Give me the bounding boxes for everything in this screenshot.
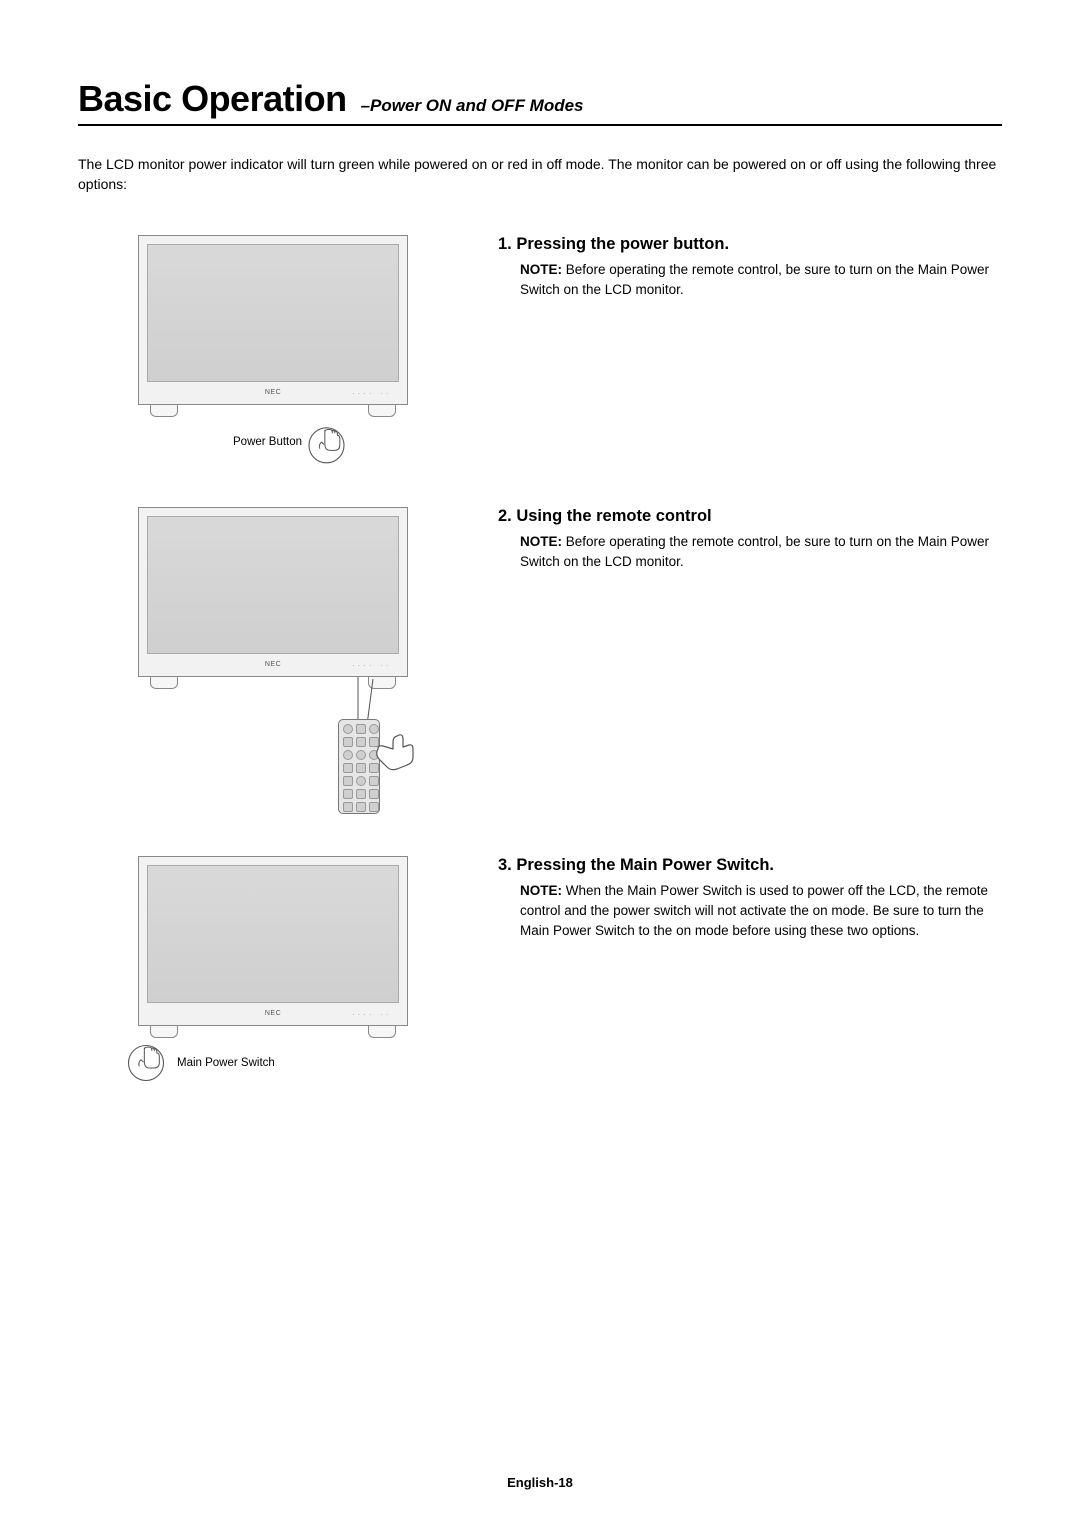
monitor-illustration: NEC · · · · · ·	[138, 507, 408, 677]
monitor-button-dots: · · · · · ·	[352, 663, 389, 669]
content-grid: NEC · · · · · · Power Button	[78, 235, 1002, 1088]
hand-icon	[373, 729, 433, 784]
monitor-illustration: NEC · · · · · ·	[138, 856, 408, 1026]
section-2-text: 2. Using the remote control NOTE: Before…	[498, 507, 1002, 573]
stand-left	[150, 405, 178, 417]
page-title-sub: –Power ON and OFF Modes	[361, 96, 584, 116]
note-label: NOTE:	[520, 534, 562, 549]
figure-1-caption: Power Button	[233, 436, 302, 448]
hand-icon	[125, 1038, 167, 1088]
page-title-main: Basic Operation	[78, 78, 347, 120]
intro-paragraph: The LCD monitor power indicator will tur…	[78, 154, 1002, 195]
monitor-screen	[147, 244, 399, 382]
page-title-row: Basic Operation –Power ON and OFF Modes	[78, 78, 1002, 120]
monitor-brand-label: NEC	[265, 1010, 281, 1017]
note-text: Before operating the remote control, be …	[520, 262, 989, 297]
section-3-note: NOTE: When the Main Power Switch is used…	[498, 881, 1002, 942]
stand-left	[150, 677, 178, 689]
section-3-text: 3. Pressing the Main Power Switch. NOTE:…	[498, 856, 1002, 942]
section-1-text: 1. Pressing the power button. NOTE: Befo…	[498, 235, 1002, 301]
monitor-brand-label: NEC	[265, 661, 281, 668]
monitor-screen	[147, 516, 399, 654]
stand-right	[368, 1026, 396, 1038]
figure-3: NEC · · · · · · Main Power Switch	[78, 856, 468, 1088]
section-2-note: NOTE: Before operating the remote contro…	[498, 532, 1002, 573]
section-2-heading: 2. Using the remote control	[498, 507, 1002, 526]
figure-1-annotation: Power Button	[123, 419, 423, 467]
figure-1: NEC · · · · · · Power Button	[78, 235, 468, 467]
note-text: When the Main Power Switch is used to po…	[520, 883, 988, 939]
figure-2: NEC · · · · · ·	[78, 507, 468, 816]
title-rule	[78, 124, 1002, 126]
note-label: NOTE:	[520, 883, 562, 898]
section-1-note: NOTE: Before operating the remote contro…	[498, 260, 1002, 301]
monitor-button-dots: · · · · · ·	[352, 1012, 389, 1018]
monitor-screen	[147, 865, 399, 1003]
section-3-heading: 3. Pressing the Main Power Switch.	[498, 856, 1002, 875]
hand-icon	[308, 417, 350, 467]
note-text: Before operating the remote control, be …	[520, 534, 989, 569]
monitor-button-dots: · · · · · ·	[352, 391, 389, 397]
stand-left	[150, 1026, 178, 1038]
note-label: NOTE:	[520, 262, 562, 277]
manual-page: Basic Operation –Power ON and OFF Modes …	[0, 0, 1080, 1528]
page-footer: English-18	[0, 1475, 1080, 1490]
figure-3-annotation: Main Power Switch	[123, 1040, 423, 1088]
figure-2-annotation	[123, 691, 423, 816]
section-1-heading: 1. Pressing the power button.	[498, 235, 1002, 254]
monitor-brand-label: NEC	[265, 389, 281, 396]
figure-3-caption: Main Power Switch	[177, 1057, 275, 1069]
stand-right	[368, 405, 396, 417]
monitor-illustration: NEC · · · · · ·	[138, 235, 408, 405]
